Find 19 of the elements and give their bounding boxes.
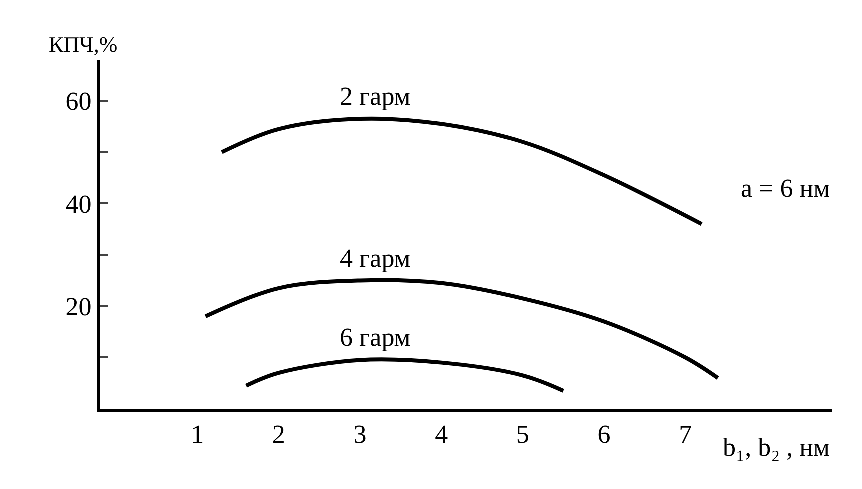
x-tick-label: 4 (435, 420, 448, 450)
x-tick-label: 1 (191, 420, 204, 450)
y-tick-label: 60 (66, 87, 92, 116)
line-series (244, 358, 566, 394)
annotation: a = 6 нм (741, 174, 830, 203)
y-axis-title: КПЧ,% (49, 32, 118, 57)
x-tick-label: 6 (598, 420, 611, 450)
series-label: 2 гарм (340, 82, 411, 111)
line-series (220, 116, 704, 226)
y-tick-label: 40 (66, 190, 92, 219)
series-label: 4 гарм (340, 244, 411, 273)
x-tick-label: 3 (354, 420, 367, 450)
y-tick-label: 20 (66, 292, 92, 322)
x-axis-title: b₁, b₂ , нм (723, 433, 830, 462)
line-series (204, 278, 720, 380)
x-tick-label: 5 (516, 420, 530, 450)
x-tick-label: 2 (272, 420, 286, 450)
series-label: 6 гарм (340, 323, 411, 352)
x-tick-label: 7 (679, 420, 692, 450)
